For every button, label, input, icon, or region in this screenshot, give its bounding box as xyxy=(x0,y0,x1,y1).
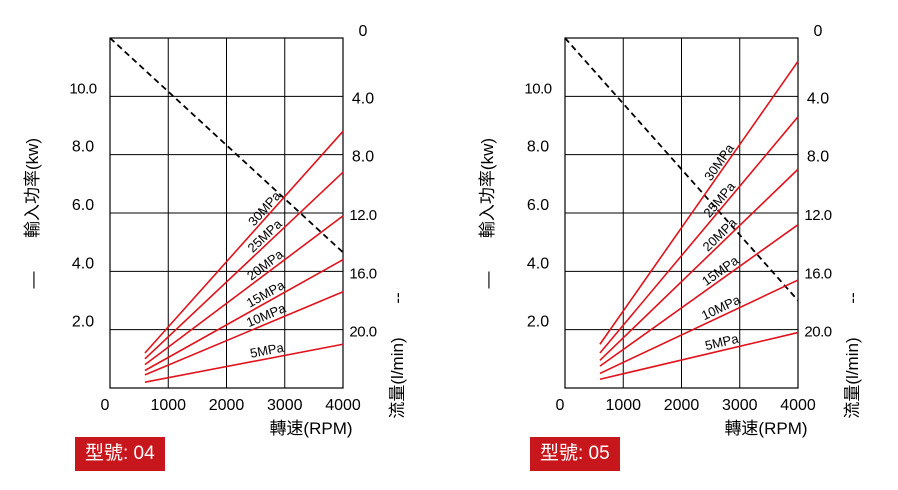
x-tick-label: 3000 xyxy=(267,397,303,414)
chart-panel-0: 2.0 4.0 6.0 8.0 10.0 0 4.0 8.0 12.0 16.0 20.0 0 1000… xyxy=(23,23,407,438)
x-axis-label: 轉速(RPM) xyxy=(269,419,352,438)
left-legend-mark: — xyxy=(478,272,497,289)
chart-panel-1: 2.0 4.0 6.0 8.0 10.0 0 4.0 8.0 12.0 16.0 20.0 0 1000… xyxy=(478,23,862,438)
right-axis-label: 流量(l/min) xyxy=(843,337,862,418)
left-tick-label: 8.0 xyxy=(527,139,549,156)
right-tick-label: 16.0 xyxy=(349,265,376,282)
right-tick-label: 8.0 xyxy=(807,149,829,166)
left-tick-label: 2.0 xyxy=(527,314,549,331)
left-axis-label: 輸入功率(kw) xyxy=(23,138,42,238)
right-tick-label: 12.0 xyxy=(804,207,831,224)
model-badge-05: 型號: 05 xyxy=(530,437,620,471)
left-tick-label: 4.0 xyxy=(72,255,94,272)
x-axis-label: 轉速(RPM) xyxy=(724,419,807,438)
right-tick-label: 4.0 xyxy=(807,90,829,107)
right-legend-mark: -- xyxy=(843,292,862,303)
x-tick-label: 2000 xyxy=(209,397,245,414)
right-axis-label: 流量(l/min) xyxy=(388,337,407,418)
series-line-20MPa xyxy=(144,215,344,366)
series-line-25MPa xyxy=(599,116,799,354)
right-tick-label: 12.0 xyxy=(349,207,376,224)
series-line-25MPa xyxy=(144,171,344,360)
left-tick-label: 8.0 xyxy=(72,139,94,156)
left-legend-mark: — xyxy=(23,272,42,289)
left-tick-label: 6.0 xyxy=(72,197,94,214)
right-tick-label: 4.0 xyxy=(352,90,374,107)
x-tick-label: 4000 xyxy=(780,397,816,414)
left-tick-label: 2.0 xyxy=(72,314,94,331)
right-tick-label: 0 xyxy=(359,23,368,40)
right-tick-label: 8.0 xyxy=(352,149,374,166)
series-line-15MPa xyxy=(599,224,799,367)
x-tick-label: 0 xyxy=(101,397,110,414)
left-tick-label: 10.0 xyxy=(69,80,96,97)
right-tick-label: 20.0 xyxy=(349,324,376,341)
right-legend-mark: -- xyxy=(388,292,407,303)
left-axis-label: 輸入功率(kw) xyxy=(478,138,497,238)
series-label: 10MPa xyxy=(699,292,743,323)
series-line-15MPa xyxy=(144,258,344,372)
left-tick-label: 6.0 xyxy=(527,197,549,214)
series-label: 5MPa xyxy=(249,340,286,361)
flow-line xyxy=(564,37,799,302)
series-line-5MPa xyxy=(599,331,799,381)
series-line-10MPa xyxy=(144,291,344,376)
x-tick-label: 0 xyxy=(556,397,565,414)
x-tick-label: 1000 xyxy=(605,397,641,414)
series-line-5MPa xyxy=(144,343,344,383)
right-tick-label: 16.0 xyxy=(804,265,831,282)
right-tick-label: 0 xyxy=(814,23,823,40)
x-tick-label: 1000 xyxy=(150,397,186,414)
series-label: 20MPa xyxy=(700,214,741,254)
x-tick-label: 2000 xyxy=(664,397,700,414)
series-line-30MPa xyxy=(144,130,344,354)
series-label: 30MPa xyxy=(701,140,737,183)
x-tick-label: 4000 xyxy=(325,397,361,414)
right-tick-label: 20.0 xyxy=(804,324,831,341)
x-tick-label: 3000 xyxy=(722,397,758,414)
flow-line xyxy=(109,37,344,254)
left-tick-label: 10.0 xyxy=(524,80,551,97)
series-line-10MPa xyxy=(599,279,799,375)
series-line-30MPa xyxy=(599,60,799,345)
series-line-20MPa xyxy=(599,168,799,361)
series-label: 25MPa xyxy=(700,178,738,220)
model-badge-04: 型號: 04 xyxy=(75,437,165,471)
left-tick-label: 4.0 xyxy=(527,255,549,272)
